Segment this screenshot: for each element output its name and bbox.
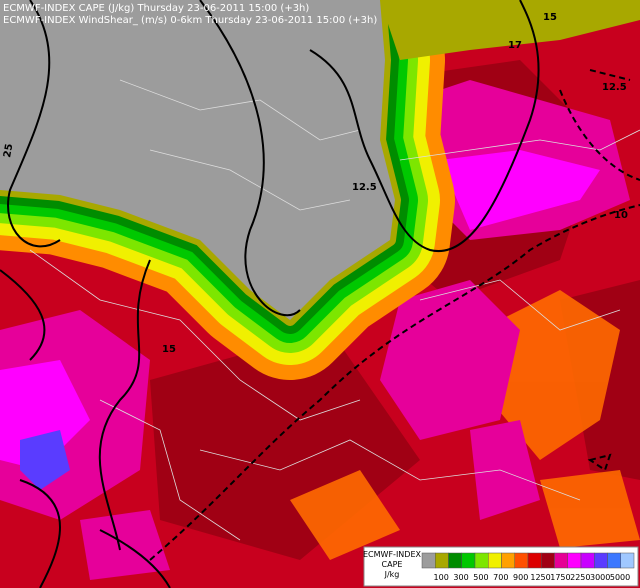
contour-label: 10 xyxy=(614,210,628,221)
contour-label: 25 xyxy=(2,143,15,159)
borders xyxy=(29,79,640,541)
dashed-contours xyxy=(149,69,640,561)
legend: ECMWF-INDEX CAPE J/kg 100 300 500 700 900 125… xyxy=(363,546,639,587)
contour-label: 12.5 xyxy=(352,182,377,193)
top-band xyxy=(380,0,640,60)
legend-swatch xyxy=(541,552,555,569)
legend-swatch xyxy=(501,552,515,569)
legend-swatch xyxy=(527,552,542,569)
legend-tick-label: 500 xyxy=(473,573,488,582)
legend-swatch xyxy=(607,552,621,569)
legend-swatch xyxy=(448,552,462,569)
contour-label: 17 xyxy=(508,40,522,51)
legend-swatch xyxy=(514,552,529,569)
legend-swatch xyxy=(435,552,449,569)
legend-swatch xyxy=(488,552,502,569)
legend-tick-label: 900 xyxy=(513,573,528,582)
blue-area xyxy=(20,430,70,490)
contours xyxy=(0,0,540,588)
contour-label: 15 xyxy=(543,12,557,23)
legend-tick-label: 300 xyxy=(453,573,468,582)
legend-title: CAPE xyxy=(382,560,403,569)
legend-swatch xyxy=(474,552,489,569)
legend-swatch xyxy=(620,552,635,569)
legend-swatch xyxy=(567,552,582,569)
legend-swatch xyxy=(461,552,476,569)
legend-tick-label: 5000 xyxy=(610,573,630,582)
legend-swatch xyxy=(580,552,595,569)
legend-tick-label: 1250 xyxy=(530,573,550,582)
legend-tick-label: 700 xyxy=(493,573,508,582)
header-line: ECMWF-INDEX WindShear_ (m/s) 0-6km Thurs… xyxy=(3,15,377,26)
legend-tick-label: 100 xyxy=(434,573,449,582)
legend-swatch xyxy=(594,552,608,569)
legend-tick-label: 2250 xyxy=(570,573,590,582)
legend-title: ECMWF-INDEX xyxy=(363,550,422,559)
orange-areas xyxy=(290,290,640,560)
contour-label: 12.5 xyxy=(602,82,627,93)
header-line: ECMWF-INDEX CAPE (J/kg) Thursday 23-06-2… xyxy=(3,3,309,14)
legend-swatch xyxy=(421,552,436,569)
legend-unit: J/kg xyxy=(384,570,400,579)
legend-tick-label: 1750 xyxy=(550,573,570,582)
legend-swatch xyxy=(554,552,568,569)
contour-label: 15 xyxy=(162,344,176,355)
legend-tick-label: 3000 xyxy=(590,573,610,582)
